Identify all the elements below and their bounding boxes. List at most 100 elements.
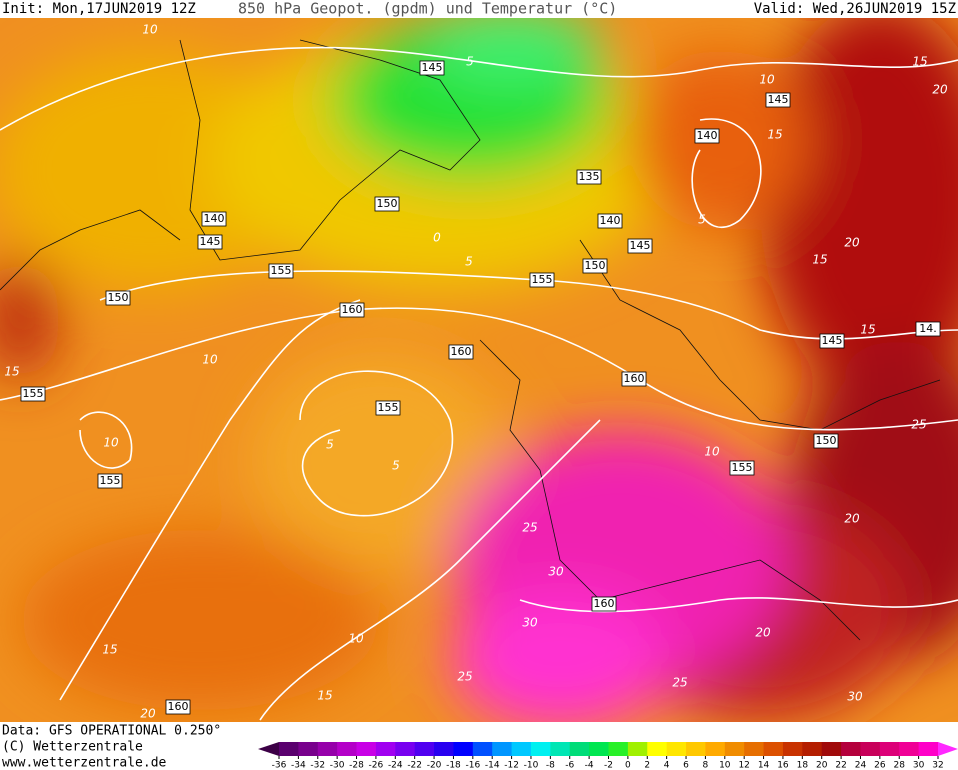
color-tick-label: -16 — [465, 761, 480, 770]
color-tick-label: 16 — [777, 761, 789, 770]
color-tick-label: 28 — [894, 761, 906, 770]
geopotential-label: 155 — [271, 264, 292, 277]
geopotential-label: 160 — [168, 700, 189, 713]
label-box — [621, 371, 647, 387]
label-box — [374, 196, 400, 212]
color-swatch — [492, 742, 513, 756]
color-tick-label: 26 — [874, 761, 886, 770]
color-tick-label: 32 — [932, 761, 943, 770]
temperature-label: 15 — [812, 253, 827, 267]
map-field — [0, 18, 958, 722]
temperature-label: 15 — [912, 55, 927, 69]
valid-time: Valid: Wed,26JUN2019 15Z — [754, 1, 956, 17]
color-swatch — [705, 742, 726, 756]
temperature-label: 0 — [433, 231, 441, 245]
color-tick-label: -26 — [369, 761, 384, 770]
geopotential-label: 145 — [630, 239, 651, 252]
color-swatch — [647, 742, 668, 756]
label-box — [419, 60, 445, 76]
color-swatch — [802, 742, 823, 756]
label-box — [165, 699, 191, 715]
temperature-label: 20 — [140, 707, 156, 721]
color-bar: -36 -34 -32 -30 -28 -26 -24 -22 -20 -18 -16 -14 -12-… — [258, 742, 958, 770]
geopotential-label: 140 — [600, 214, 621, 227]
contour-labels: 1451451401351401451501401451501551551501… — [4, 23, 948, 721]
color-swatch — [375, 742, 396, 756]
color-tick-label: 0 — [625, 761, 631, 770]
color-swatch — [763, 742, 784, 756]
label-box — [268, 263, 294, 279]
label-box — [105, 290, 131, 306]
color-swatch — [569, 742, 590, 756]
label-box — [597, 213, 623, 229]
geopotential-label: 145 — [822, 334, 843, 347]
geopotential-label: 150 — [377, 197, 398, 210]
temperature-label: 25 — [672, 676, 687, 690]
color-tick-label: 20 — [816, 761, 828, 770]
temperature-label: 5 — [326, 438, 334, 452]
geopotential-label: 145 — [422, 61, 443, 74]
color-tick-label: -24 — [388, 761, 403, 770]
temperature-label: 15 — [102, 643, 117, 657]
color-swatch — [918, 742, 939, 756]
color-tick-label: -6 — [565, 761, 574, 770]
color-swatch — [821, 742, 842, 756]
label-box — [729, 460, 755, 476]
label-box — [201, 211, 227, 227]
color-tick-label: 22 — [835, 761, 846, 770]
temperature-label: 15 — [767, 128, 782, 142]
color-tick-label: 12 — [738, 761, 749, 770]
label-box — [582, 258, 608, 274]
geopotential-label: 155 — [23, 387, 44, 400]
color-swatch — [879, 742, 900, 756]
temperature-label: 10 — [348, 632, 364, 646]
geopotential-label: 155 — [532, 273, 553, 286]
color-tick-label: 6 — [683, 761, 689, 770]
color-swatch — [298, 742, 319, 756]
color-tick-label: 18 — [797, 761, 809, 770]
temperature-label: 10 — [142, 23, 158, 37]
temperature-label: 5 — [465, 255, 473, 269]
geopotential-label: 160 — [624, 372, 645, 385]
label-box — [765, 92, 791, 108]
color-swatch — [782, 742, 803, 756]
temperature-label: 10 — [704, 445, 720, 459]
color-swatch — [337, 742, 358, 756]
color-tick-label: -4 — [585, 761, 594, 770]
footer-line: www.wetterzentrale.de — [2, 756, 167, 770]
color-tick-label: -20 — [427, 761, 442, 770]
footer-line: (C) Wetterzentrale — [2, 740, 143, 755]
color-swatch — [511, 742, 532, 756]
color-swatch — [608, 742, 629, 756]
color-swatch — [414, 742, 435, 756]
geopotential-label: 150 — [816, 434, 837, 447]
temperature-label: 20 — [755, 626, 771, 640]
temperature-label: 5 — [392, 459, 400, 473]
label-box — [375, 400, 401, 416]
color-swatch — [530, 742, 551, 756]
temperature-label: 30 — [522, 616, 538, 630]
label-box — [448, 344, 474, 360]
temperature-label: 15 — [4, 365, 19, 379]
temperature-label: 20 — [844, 236, 860, 250]
geopotential-label: 160 — [594, 597, 615, 610]
color-swatch — [899, 742, 920, 756]
temperature-label: 15 — [317, 689, 332, 703]
color-tick-label: 30 — [913, 761, 925, 770]
color-tick-label: -34 — [291, 761, 306, 770]
color-swatch — [472, 742, 493, 756]
color-tick-label: 8 — [703, 761, 709, 770]
color-tick-label: -36 — [272, 761, 287, 770]
temperature-label: 20 — [844, 512, 860, 526]
label-box — [813, 433, 839, 449]
geopotential-label: 14. — [919, 322, 937, 335]
color-tick-label: 14 — [758, 761, 770, 770]
map-title: 850 hPa Geopot. (gpdm) und Temperatur (°… — [238, 0, 617, 18]
color-tick-label: -2 — [604, 761, 613, 770]
geopotential-label: 145 — [200, 235, 221, 248]
temperature-label: 10 — [202, 353, 218, 367]
color-swatch — [395, 742, 416, 756]
temperature-label: 15 — [860, 323, 875, 337]
geopotential-label: 160 — [451, 345, 472, 358]
